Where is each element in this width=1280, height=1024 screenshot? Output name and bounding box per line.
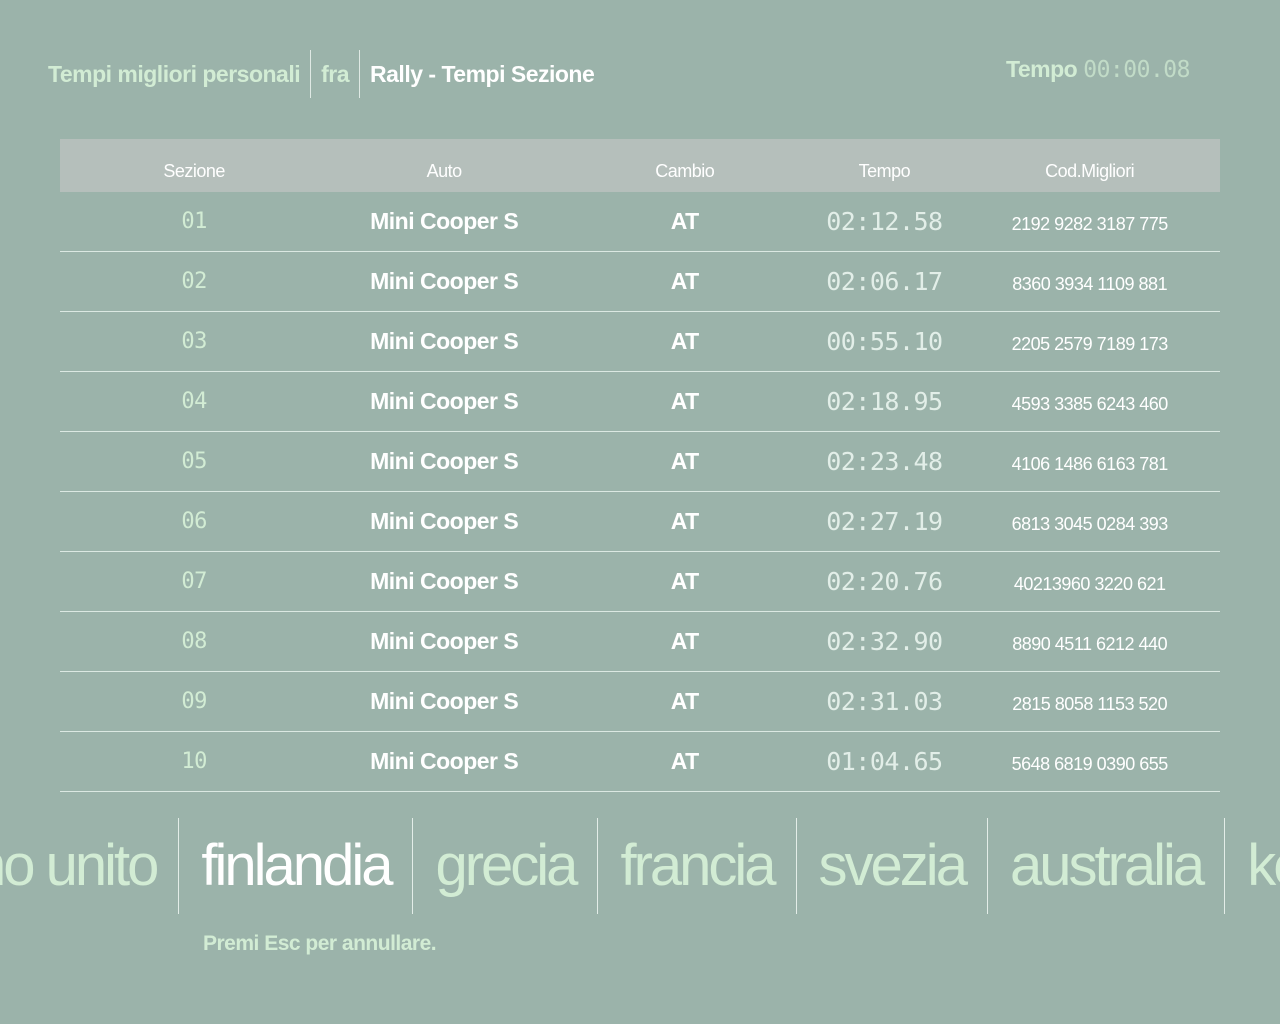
best-code: 5648 6819 0390 655 [959,731,1220,792]
best-code: 4106 1486 6163 781 [959,431,1220,492]
column-header: Cambio [655,160,715,181]
gearbox: AT [560,551,810,612]
column-header: Auto [426,160,463,181]
table-row[interactable]: 09 Mini Cooper S AT 02:31.03 2815 8058 1153 … [60,671,1220,732]
table-row[interactable]: 08 Mini Cooper S AT 02:32.90 8890 4511 6212 … [60,611,1220,672]
best-code: 2815 8058 1153 520 [959,671,1220,732]
section-number: 04 [60,371,329,432]
best-code: 4593 3385 6243 460 [959,371,1220,432]
table-row[interactable]: 06 Mini Cooper S AT 02:27.19 6813 3045 0284 … [60,491,1220,552]
section-number: 03 [60,311,329,372]
table-row[interactable]: 05 Mini Cooper S AT 02:23.48 4106 1486 6163 … [60,431,1220,492]
section-number: 02 [60,251,329,312]
stage-time: 02:20.76 [809,551,960,612]
stage-time: 02:23.48 [809,431,960,492]
best-code: 6813 3045 0284 393 [959,491,1220,552]
gearbox: AT [560,431,810,492]
stage-time: 02:18.95 [809,371,960,432]
stage-time: 02:27.19 [809,491,960,552]
car-name: Mini Cooper S [328,192,561,252]
car-name: Mini Cooper S [328,311,561,372]
player-name: fra [321,60,350,87]
gearbox: AT [560,611,810,672]
stage-time: 02:31.03 [809,671,960,732]
gearbox: AT [560,671,810,732]
timer-value: 00:00.08 [1083,57,1190,83]
timer: Tempo 00:00.08 [1006,56,1190,83]
rally-option[interactable]: ke [1224,818,1280,914]
section-number: 05 [60,431,329,492]
best-code: 8360 3934 1109 881 [959,251,1220,312]
page-title: Tempi migliori personali [48,60,301,87]
escape-hint: Premi Esc per annullare. [203,932,437,955]
car-name: Mini Cooper S [328,371,561,432]
section-number: 01 [60,192,329,252]
rally-option[interactable]: australia [986,818,1224,914]
stage-time: 00:55.10 [809,311,960,372]
divider [310,50,312,98]
table-row[interactable]: 10 Mini Cooper S AT 01:04.65 5648 6819 0390 … [60,731,1220,792]
stage-times-table: Sezione Auto Cambio Tempo Cod.Migliori 01 Min… [60,139,1220,792]
car-name: Mini Cooper S [328,671,561,732]
table-row[interactable]: 01 Mini Cooper S AT 02:12.58 2192 9282 3187 … [60,192,1220,252]
gearbox: AT [560,731,810,792]
best-code: 40213960 3220 621 [959,551,1220,612]
best-code: 8890 4511 6212 440 [959,611,1220,672]
rally-option[interactable]: francia [597,818,795,914]
car-name: Mini Cooper S [328,251,561,312]
mode-title: Rally - Tempi Sezione [370,60,595,87]
stage-time: 02:06.17 [809,251,960,312]
table-row[interactable]: 07 Mini Cooper S AT 02:20.76 40213960 3220 6… [60,551,1220,612]
rally-option[interactable]: finlandia [178,818,412,914]
gearbox: AT [560,491,810,552]
stage-time: 02:12.58 [809,192,960,252]
best-code: 2192 9282 3187 775 [959,192,1220,252]
section-number: 07 [60,551,329,612]
title-bar: Tempi migliori personali fra Rally - Tem… [48,50,595,98]
section-number: 08 [60,611,329,672]
car-name: Mini Cooper S [328,611,561,672]
timer-label: Tempo [1006,56,1078,82]
section-number: 06 [60,491,329,552]
section-number: 10 [60,731,329,792]
rally-option[interactable]: svezia [795,818,987,914]
section-number: 09 [60,671,329,732]
car-name: Mini Cooper S [328,551,561,612]
gearbox: AT [560,311,810,372]
car-name: Mini Cooper S [328,731,561,792]
column-header: Cod.Migliori [1045,160,1135,181]
column-header: Sezione [163,160,225,181]
gearbox: AT [560,192,810,252]
stage-time: 01:04.65 [809,731,960,792]
table-row[interactable]: 02 Mini Cooper S AT 02:06.17 8360 3934 1109 … [60,251,1220,312]
divider [359,50,361,98]
rally-selector[interactable]: no unito finlandiagreciafranciasveziaaust… [0,818,1280,914]
best-code: 2205 2579 7189 173 [959,311,1220,372]
gearbox: AT [560,251,810,312]
rally-option[interactable]: grecia [412,818,597,914]
stage-time: 02:32.90 [809,611,960,672]
column-header: Tempo [858,160,911,181]
table-row[interactable]: 04 Mini Cooper S AT 02:18.95 4593 3385 6243 … [60,371,1220,432]
gearbox: AT [560,371,810,432]
car-name: Mini Cooper S [328,491,561,552]
rally-option[interactable]: no unito [0,833,159,898]
car-name: Mini Cooper S [328,431,561,492]
table-row[interactable]: 03 Mini Cooper S AT 00:55.10 2205 2579 7189 … [60,311,1220,372]
